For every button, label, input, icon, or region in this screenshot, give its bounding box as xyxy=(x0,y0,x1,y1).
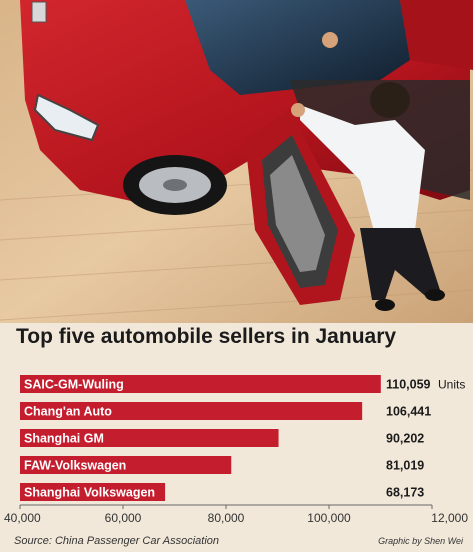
car-photo-illustration xyxy=(0,0,473,323)
x-tick-label: 40,000 xyxy=(4,511,41,525)
bar-value-label: 68,173 xyxy=(386,486,424,500)
bar xyxy=(20,483,166,501)
bar xyxy=(20,375,381,393)
bar xyxy=(20,456,232,474)
bar-value-label: 106,441 xyxy=(386,405,431,419)
bar xyxy=(20,429,279,447)
car-photo xyxy=(0,0,473,323)
bar-value-label: 110,059 xyxy=(386,378,431,392)
chart-panel: Top five automobile sellers in January S… xyxy=(0,323,473,552)
x-tick-label: 60,000 xyxy=(105,511,142,525)
bar-category-label: SAIC-GM-Wuling xyxy=(24,378,124,392)
graphic-credit: Graphic by Shen Wei xyxy=(378,536,463,546)
bar xyxy=(20,402,363,420)
bar-value-label: 90,202 xyxy=(386,432,424,446)
x-tick-label: 80,000 xyxy=(208,511,245,525)
bar-category-label: Shanghai GM xyxy=(24,432,104,446)
x-tick-label: 12,000 xyxy=(431,511,468,525)
bar-category-label: Chang'an Auto xyxy=(24,405,112,419)
unit-label: Units xyxy=(438,378,465,392)
bar-category-label: Shanghai Volkswagen xyxy=(24,486,155,500)
bar-chart: SAIC-GM-Wuling 110,059 Units Chang'an Auto 1… xyxy=(4,375,468,525)
bar-value-label: 81,019 xyxy=(386,459,424,473)
x-tick-label: 100,000 xyxy=(307,511,351,525)
chart-title: Top five automobile sellers in January xyxy=(16,325,397,348)
source-note: Source: China Passenger Car Association xyxy=(14,535,220,547)
bar-category-label: FAW-Volkswagen xyxy=(24,459,126,473)
